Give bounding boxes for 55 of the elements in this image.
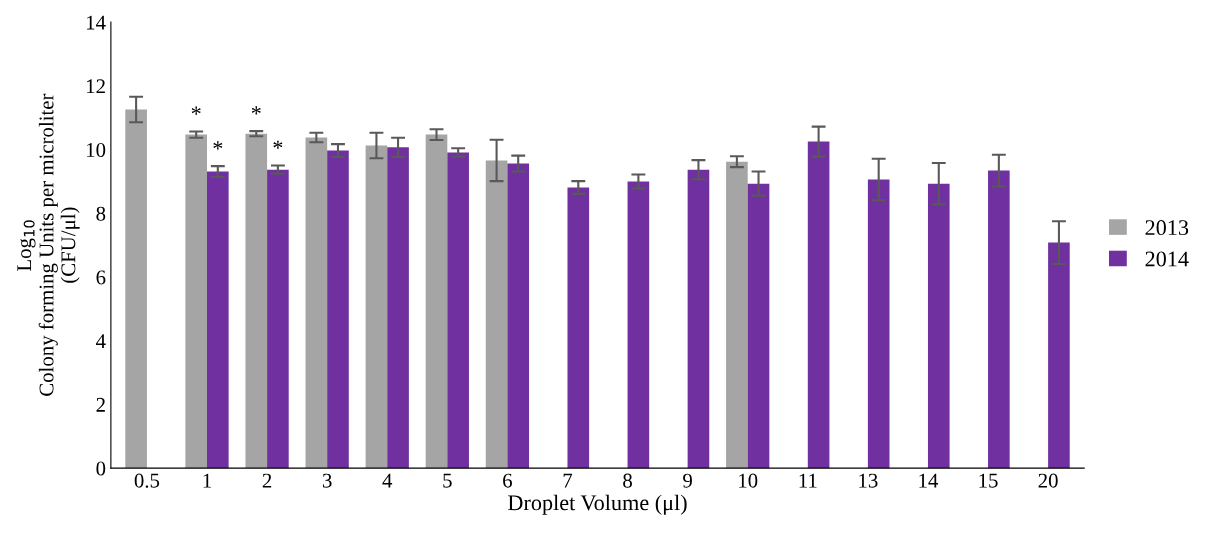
x-tick-label: 5 xyxy=(443,473,452,488)
legend-label: 2013 xyxy=(1145,220,1189,236)
bar xyxy=(807,141,830,469)
x-tick-label: 9 xyxy=(683,473,692,488)
x-tick-label: 4 xyxy=(382,473,393,488)
bar xyxy=(988,170,1010,469)
bar xyxy=(365,145,388,469)
x-tick-label: 2 xyxy=(262,473,272,488)
y-tick-label: 0 xyxy=(96,461,106,476)
y-tick-label: 4 xyxy=(96,334,106,348)
legend-label: 2014 xyxy=(1145,251,1189,267)
bar xyxy=(125,109,147,469)
y-tick-label: 2 xyxy=(96,397,105,412)
bar xyxy=(447,152,469,469)
x-tick-label: 15 xyxy=(979,473,998,488)
bar xyxy=(387,147,409,469)
x-tick-label: 7 xyxy=(563,473,573,488)
x-tick-label: 11 xyxy=(799,473,817,488)
y-tick-label: 14 xyxy=(87,15,106,30)
x-tick-label: 20 xyxy=(1038,473,1058,488)
bar xyxy=(207,171,229,469)
bar xyxy=(687,169,710,469)
y-tick-label: 8 xyxy=(96,206,106,221)
y-tick-label: 10 xyxy=(87,142,106,158)
y-axis-title: Log$_{10}$ Colony forming Units per microliter (CFU/μl) xyxy=(17,93,80,396)
bar xyxy=(567,187,590,469)
y-tick-label: 12 xyxy=(87,79,105,94)
bar xyxy=(627,181,650,469)
bar xyxy=(305,137,328,469)
bar xyxy=(927,183,950,469)
bar xyxy=(185,134,208,469)
bar xyxy=(425,134,448,469)
x-axis-title: Droplet Volume (μl) xyxy=(508,494,687,515)
x-tick-label: 13 xyxy=(859,473,878,488)
y-tick-label: 6 xyxy=(96,270,106,285)
x-tick-label: 6 xyxy=(503,473,512,488)
annotation: * xyxy=(251,106,261,115)
annotation: * xyxy=(273,140,283,149)
bar xyxy=(327,150,349,469)
bar xyxy=(747,183,770,469)
bar xyxy=(485,160,508,469)
x-tick-label: 14 xyxy=(919,473,939,488)
bar xyxy=(1048,242,1070,469)
bar xyxy=(867,179,890,469)
x-tick-label: 3 xyxy=(322,473,332,488)
x-tick-label: 8 xyxy=(623,473,632,488)
annotation: * xyxy=(213,141,223,150)
x-tick-label: 1 xyxy=(203,473,211,488)
x-tick-label: 0.5 xyxy=(134,473,160,488)
bar xyxy=(507,163,530,469)
bar xyxy=(726,161,748,469)
annotation: * xyxy=(191,106,201,115)
bar xyxy=(245,133,268,469)
x-tick-label: 10 xyxy=(739,473,758,488)
bar xyxy=(267,169,289,469)
